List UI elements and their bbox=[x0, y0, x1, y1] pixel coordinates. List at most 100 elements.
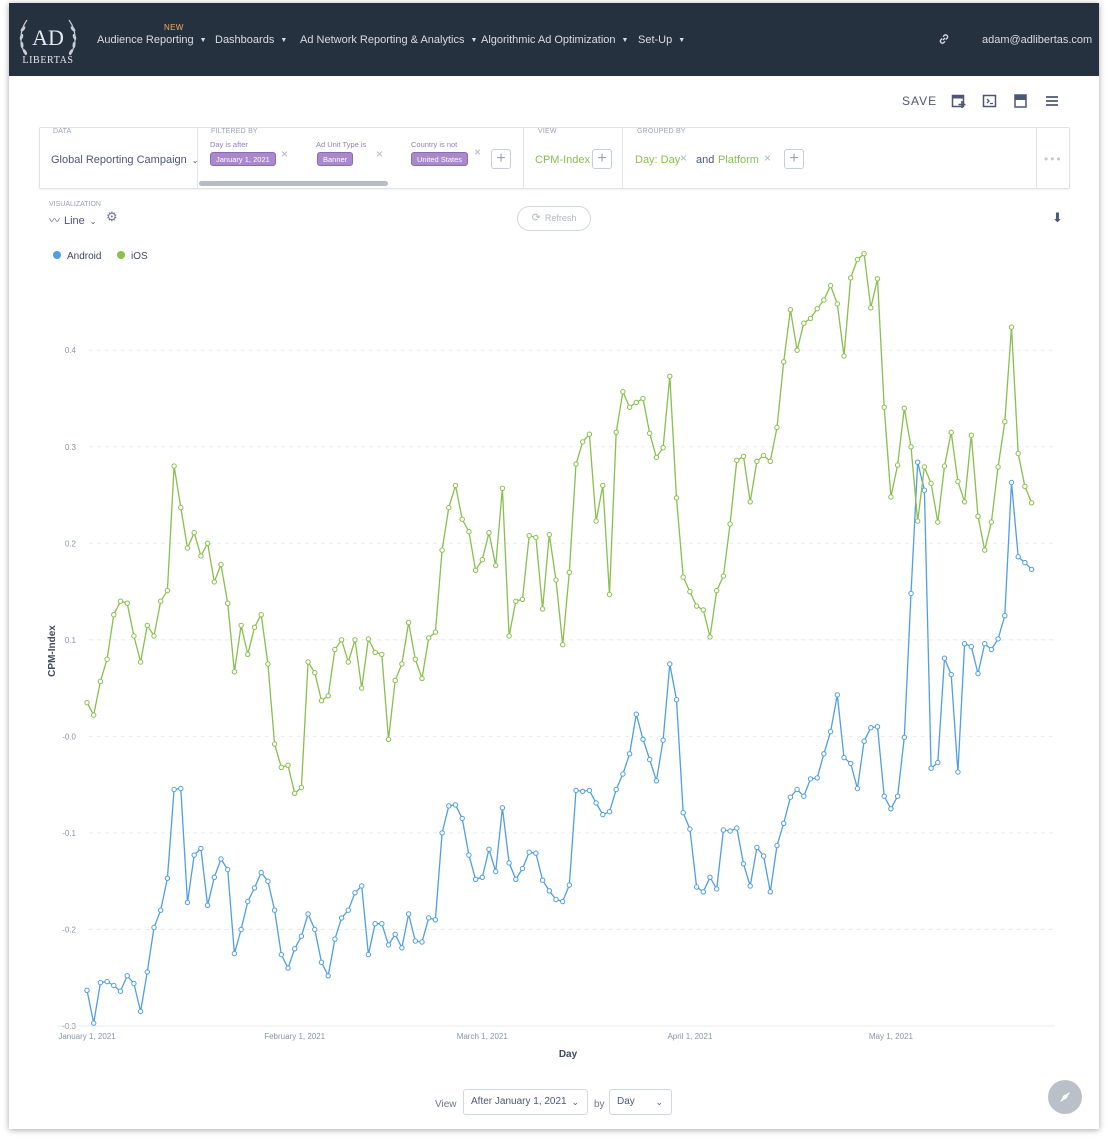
footer-by-label: by bbox=[594, 1099, 605, 1110]
add-metric-button[interactable]: + bbox=[592, 149, 612, 169]
filtered-by-caption: FILTERED BY bbox=[211, 128, 258, 135]
nav-ad-network-reporting[interactable]: Ad Network Reporting & Analytics ▼ bbox=[300, 34, 477, 46]
user-email: adam@adlibertas.com bbox=[982, 34, 1093, 46]
data-point-android bbox=[211, 874, 218, 880]
data-point-ios bbox=[325, 693, 331, 699]
filters-scrollbar[interactable] bbox=[199, 181, 388, 186]
data-point-android bbox=[298, 933, 305, 939]
data-source-select[interactable]: Global Reporting Campaign ⌄ bbox=[51, 154, 198, 166]
query-builder: DATA Global Reporting Campaign ⌄ FILTERED… bbox=[39, 127, 1070, 189]
data-point-ios bbox=[305, 659, 311, 665]
embed-icon[interactable] bbox=[982, 93, 998, 109]
data-point-android bbox=[218, 856, 224, 862]
data-point-android bbox=[982, 641, 988, 647]
data-point-android bbox=[372, 921, 378, 927]
time-unit-select[interactable]: Day ⌄ bbox=[609, 1089, 672, 1115]
data-point-ios bbox=[854, 256, 861, 263]
save-button[interactable]: SAVE bbox=[902, 94, 938, 108]
view-metric[interactable]: CPM-Index bbox=[535, 154, 591, 166]
data-point-android bbox=[191, 852, 197, 858]
data-point-android bbox=[693, 884, 700, 890]
filter-ad-unit-pill[interactable]: Banner bbox=[317, 152, 354, 166]
data-point-ios bbox=[352, 637, 358, 643]
data-point-ios bbox=[680, 574, 686, 580]
data-point-android bbox=[727, 828, 733, 834]
remove-group-platform-icon[interactable]: × bbox=[764, 151, 772, 165]
data-point-ios bbox=[834, 301, 840, 307]
data-point-ios bbox=[211, 579, 218, 585]
data-point-ios bbox=[131, 633, 137, 639]
data-point-ios bbox=[687, 588, 693, 595]
legend-item-ios[interactable]: iOS bbox=[117, 251, 148, 262]
adlibertas-logo[interactable]: AD LIBERTAS bbox=[17, 11, 79, 69]
logo-text-top: AD bbox=[32, 25, 64, 50]
chevron-down-icon: ⌄ bbox=[655, 1097, 663, 1107]
data-point-ios bbox=[982, 547, 988, 553]
data-point-android bbox=[184, 899, 191, 906]
data-point-android bbox=[111, 982, 117, 989]
remove-filter-day-icon[interactable]: × bbox=[281, 147, 289, 161]
notebook-icon[interactable] bbox=[1013, 93, 1029, 109]
data-point-android bbox=[204, 902, 211, 908]
add-group-button[interactable]: + bbox=[784, 149, 804, 169]
x-tick-label: May 1, 2021 bbox=[869, 1032, 914, 1041]
data-point-ios bbox=[915, 518, 921, 524]
visualization-type-select[interactable]: 〰 Line ⌄ bbox=[49, 212, 97, 228]
data-point-android bbox=[807, 776, 814, 782]
remove-group-day-icon[interactable]: × bbox=[680, 151, 688, 165]
data-point-android bbox=[332, 936, 338, 942]
nav-algorithmic-ad-optimization-label: Algorithmic Ad Optimization bbox=[481, 34, 616, 46]
data-point-ios bbox=[392, 677, 398, 684]
data-point-ios bbox=[827, 282, 834, 289]
data-point-ios bbox=[1028, 500, 1035, 506]
data-point-ios bbox=[841, 353, 847, 359]
data-point-ios bbox=[278, 764, 284, 770]
explore-button[interactable] bbox=[1048, 1080, 1082, 1114]
data-point-android bbox=[251, 885, 258, 891]
refresh-button[interactable]: ⟳ Refresh bbox=[517, 206, 591, 231]
data-point-ios bbox=[539, 606, 546, 612]
nav-setup[interactable]: Set-Up ▼ bbox=[638, 34, 685, 46]
chevron-down-icon: ▼ bbox=[199, 37, 207, 44]
remove-filter-ad-unit-icon[interactable]: × bbox=[376, 147, 384, 161]
legend-item-android[interactable]: Android bbox=[53, 251, 101, 262]
data-point-android bbox=[787, 794, 794, 800]
chevron-down-icon: ⌄ bbox=[89, 217, 97, 226]
data-point-android bbox=[513, 876, 519, 882]
date-range-select[interactable]: After January 1, 2021 ⌄ bbox=[463, 1089, 588, 1115]
data-point-ios bbox=[104, 656, 110, 662]
nav-audience-reporting[interactable]: Audience Reporting ▼ bbox=[97, 34, 207, 46]
data-point-ios bbox=[84, 699, 90, 706]
group-day[interactable]: Day: Day bbox=[635, 154, 681, 166]
data-point-android bbox=[412, 938, 418, 944]
data-point-ios bbox=[727, 521, 733, 527]
group-platform[interactable]: Platform bbox=[718, 154, 759, 166]
download-icon[interactable]: ⬇ bbox=[1052, 210, 1063, 225]
more-options-icon[interactable]: ••• bbox=[1044, 152, 1063, 166]
data-point-android bbox=[526, 849, 532, 855]
link-icon[interactable] bbox=[938, 33, 950, 45]
add-to-dashboard-icon[interactable] bbox=[951, 93, 967, 109]
nav-dashboards[interactable]: Dashboards ▼ bbox=[215, 34, 287, 46]
data-point-ios bbox=[124, 600, 130, 606]
menu-icon[interactable] bbox=[1044, 93, 1060, 109]
date-range-value: After January 1, 2021 bbox=[471, 1096, 567, 1107]
data-point-android bbox=[365, 951, 372, 958]
nav-dashboards-label: Dashboards bbox=[215, 34, 275, 46]
remove-filter-country-icon[interactable]: × bbox=[474, 145, 482, 159]
filter-day-pill[interactable]: January 1, 2021 bbox=[210, 152, 276, 166]
data-point-android bbox=[278, 951, 284, 958]
data-point-ios bbox=[894, 462, 901, 468]
data-point-android bbox=[151, 924, 157, 931]
gear-icon[interactable]: ⚙ bbox=[106, 209, 118, 224]
data-point-ios bbox=[546, 531, 552, 538]
data-point-android bbox=[265, 878, 271, 884]
y-tick-label: -0.1 bbox=[62, 829, 76, 838]
nav-algorithmic-ad-optimization[interactable]: Algorithmic Ad Optimization ▼ bbox=[481, 34, 628, 46]
user-menu[interactable]: adam@adlibertas.com ▼ bbox=[982, 34, 1099, 46]
data-point-ios bbox=[1008, 324, 1015, 330]
filter-country-pill[interactable]: United States bbox=[411, 152, 469, 166]
data-section: DATA Global Reporting Campaign ⌄ bbox=[40, 128, 198, 188]
add-filter-button[interactable]: + bbox=[491, 149, 511, 169]
data-point-android bbox=[178, 785, 184, 792]
